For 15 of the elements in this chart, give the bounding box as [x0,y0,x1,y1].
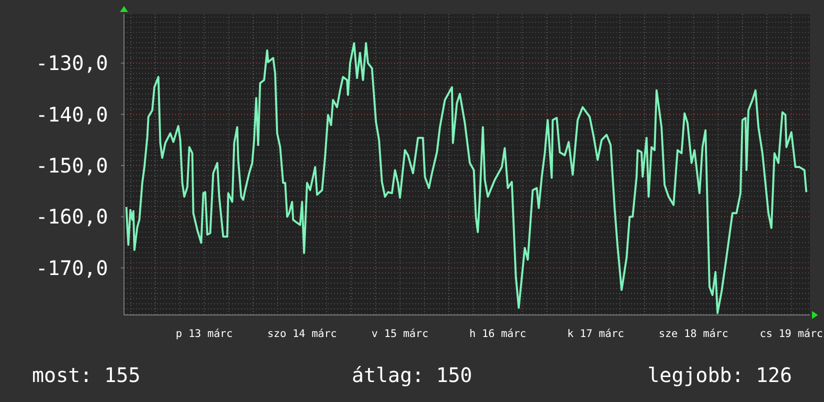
x-tick-label: k 17 márc [567,328,624,340]
y-tick-label: -140,0 [36,102,108,126]
x-tick-label: szo 14 márc [267,328,337,340]
x-tick-label: v 15 márc [372,328,428,340]
x-tick-label: h 16 márc [469,328,526,340]
y-tick-label: -160,0 [36,204,108,229]
y-tick-label: -150,0 [36,154,108,178]
x-tick-label: cs 19 márc [760,328,823,340]
x-tick-label: p 13 márc [176,328,233,340]
x-tick-label: sze 18 márc [658,328,728,340]
text: átlag: 150 [352,363,472,387]
y-tick-label: -130,0 [36,51,108,76]
text: legjobb: 126 [648,363,792,387]
y-tick-label: -170,0 [36,256,108,280]
text: most: 155 [32,363,140,387]
